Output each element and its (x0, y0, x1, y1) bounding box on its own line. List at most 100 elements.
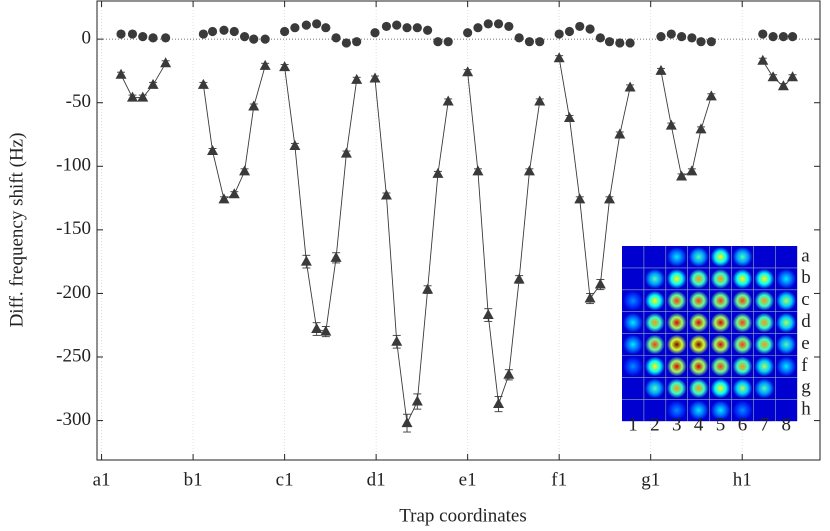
y-tick-label: -300 (56, 409, 91, 430)
inset-spot (688, 334, 709, 355)
point (655, 64, 667, 75)
point (401, 417, 413, 428)
inset-spot (754, 356, 775, 377)
inset-spot (688, 312, 709, 333)
point (369, 72, 381, 83)
inset-spot (732, 312, 753, 333)
point (443, 37, 453, 47)
inset-spot (666, 290, 687, 311)
point (380, 189, 392, 200)
point (148, 33, 158, 43)
point (433, 37, 443, 47)
inset-spot (644, 268, 665, 289)
point (523, 165, 535, 176)
point (280, 26, 290, 37)
inset-spot (732, 378, 753, 399)
point (624, 81, 636, 92)
point (137, 91, 149, 102)
point (412, 23, 422, 33)
inset-spot (688, 290, 709, 311)
point (311, 323, 323, 334)
point (207, 145, 219, 156)
point (218, 193, 230, 204)
inset-spot (710, 290, 731, 311)
inset-spot (754, 290, 775, 311)
inset-spot (688, 378, 709, 399)
point (463, 28, 473, 38)
x-tick-label: c1 (276, 469, 294, 490)
point (595, 33, 605, 43)
point (330, 251, 342, 262)
y-tick-label: -150 (56, 218, 91, 239)
inset-spot (754, 378, 775, 399)
point (312, 19, 322, 29)
point (198, 29, 208, 39)
point (614, 128, 626, 139)
point (503, 368, 515, 379)
point (411, 395, 423, 406)
inset-spot (732, 290, 753, 311)
point (757, 54, 769, 65)
inset-spot (623, 378, 643, 399)
inset-spot (732, 268, 753, 289)
inset-col-label: 2 (650, 415, 660, 436)
inset-col-label: 6 (738, 415, 748, 436)
point (504, 21, 514, 32)
inset-spot (732, 400, 753, 421)
inset-spot (732, 356, 753, 377)
point (696, 37, 706, 47)
point (787, 71, 799, 82)
inset-col-label: 8 (782, 415, 792, 436)
inset-spot (710, 247, 731, 267)
point (115, 68, 127, 79)
point (300, 255, 312, 266)
point (534, 95, 546, 106)
point (197, 78, 209, 89)
x-tick-label: b1 (184, 469, 203, 490)
point (320, 325, 332, 336)
inset-row-label: b (801, 267, 811, 288)
x-axis-title: Trap coordinates (399, 505, 527, 526)
inset-spot (776, 247, 797, 267)
point (686, 165, 698, 176)
point (248, 100, 260, 111)
inset-spot (666, 268, 687, 289)
x-tick-label: e1 (459, 469, 477, 490)
inset-spot (688, 356, 709, 377)
inset-row-label: d (801, 311, 811, 332)
point (676, 32, 687, 42)
inset-spot (710, 268, 731, 289)
point (777, 80, 789, 91)
inset-row-label: f (801, 355, 808, 376)
point (575, 21, 585, 32)
inset-spot (623, 400, 643, 421)
y-axis-title: Diff. frequency shift (Hz) (6, 133, 27, 328)
point (563, 111, 575, 122)
point (493, 19, 504, 29)
inset-spot (754, 312, 775, 333)
inset-spot (776, 290, 797, 311)
point (625, 38, 635, 48)
point (351, 73, 363, 84)
point (432, 167, 444, 178)
inset-spot (644, 290, 665, 311)
point (207, 26, 218, 37)
point (787, 32, 798, 42)
point (594, 278, 606, 289)
point (219, 25, 229, 35)
inset-row-label: e (801, 333, 809, 354)
inset-spot (776, 400, 797, 421)
inset-row-label: h (801, 399, 811, 420)
point (778, 32, 788, 42)
y-tick-label: -100 (56, 155, 91, 176)
inset-spot (666, 400, 687, 421)
inset-spot (776, 334, 797, 355)
inset-spot (644, 400, 665, 421)
point (370, 28, 380, 38)
point (321, 23, 331, 33)
point (604, 37, 615, 47)
inset-spot (666, 247, 687, 267)
point (483, 19, 493, 29)
inset-spot (644, 247, 665, 267)
